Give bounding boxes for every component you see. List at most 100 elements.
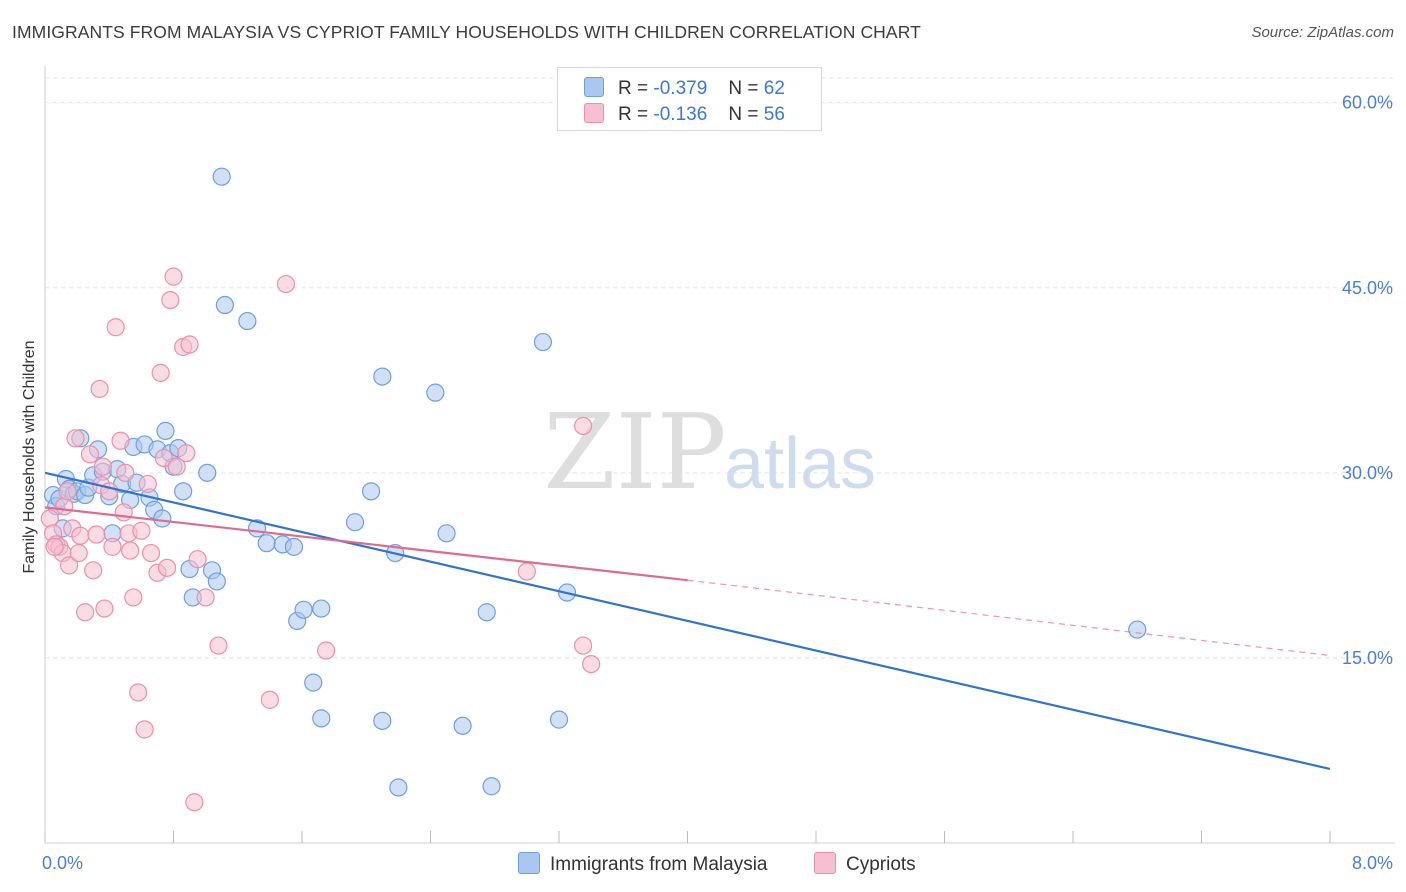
- legend-n-label: N =: [728, 78, 759, 99]
- data-point: [453, 716, 472, 735]
- data-point: [129, 683, 148, 702]
- legend-swatch-malaysia: [518, 852, 540, 874]
- data-point: [276, 274, 296, 294]
- data-point: [312, 599, 331, 618]
- data-point: [45, 537, 64, 556]
- legend-item-cypriots[interactable]: Cypriots: [814, 852, 916, 876]
- data-point: [174, 482, 193, 501]
- legend-swatch-malaysia: [584, 77, 604, 97]
- y-tick-label: 45.0%: [1342, 278, 1393, 298]
- data-point: [40, 509, 59, 528]
- data-point: [304, 673, 323, 692]
- y-tick-label: 15.0%: [1342, 648, 1393, 668]
- gridlines: [45, 77, 1395, 659]
- data-point: [238, 311, 257, 331]
- data-point: [90, 379, 109, 399]
- data-point: [198, 463, 217, 482]
- data-point: [207, 572, 226, 591]
- legend-r-label: R =: [618, 104, 649, 125]
- data-point: [80, 445, 100, 464]
- legend-row-malaysia: R = -0.379 N = 62: [584, 77, 785, 100]
- legend-label-malaysia: Immigrants from Malaysia: [550, 854, 768, 875]
- legend-r-value-malaysia: -0.379: [653, 78, 708, 99]
- tick-labels: 15.0% 30.0% 45.0% 60.0% 0.0% 8.0%: [42, 93, 1393, 873]
- trend-line-cypriots-extension: [687, 579, 1331, 657]
- data-point: [312, 709, 331, 728]
- data-point: [582, 654, 601, 674]
- legend-label-cypriots: Cypriots: [846, 854, 916, 875]
- watermark-atlas: atlas: [724, 424, 876, 504]
- data-point: [361, 482, 381, 501]
- data-point: [76, 603, 95, 622]
- data-point: [196, 588, 215, 607]
- legend-item-malaysia[interactable]: Immigrants from Malaysia: [518, 852, 768, 876]
- legend-n-label: N =: [728, 104, 759, 125]
- data-point: [426, 383, 445, 402]
- data-point: [111, 431, 130, 450]
- data-point: [1128, 620, 1147, 639]
- data-point: [209, 636, 228, 655]
- trend-line-malaysia: [44, 471, 1331, 771]
- data-points: [40, 167, 1147, 812]
- data-point: [157, 558, 177, 577]
- data-point: [284, 537, 304, 556]
- data-point: [69, 543, 88, 563]
- correlation-legend: R = -0.379 N = 62 R = -0.136 N = 56: [557, 67, 822, 131]
- legend-n-value-malaysia: 62: [763, 78, 785, 99]
- data-point: [437, 524, 456, 543]
- legend-swatch-cypriots: [814, 852, 836, 874]
- data-point: [517, 562, 536, 581]
- data-point: [71, 526, 90, 545]
- data-point: [103, 537, 122, 556]
- data-point: [257, 534, 276, 553]
- data-point: [294, 600, 313, 619]
- data-point: [58, 482, 77, 501]
- trend-line-cypriots: [44, 506, 688, 582]
- source-label: Source: ZipAtlas.com: [1251, 24, 1394, 41]
- legend-row-cypriots: R = -0.136 N = 56: [584, 103, 785, 126]
- data-point: [93, 457, 112, 476]
- data-point: [59, 556, 79, 575]
- data-point: [373, 711, 392, 730]
- data-point: [345, 513, 365, 532]
- data-point: [161, 290, 180, 310]
- data-point: [573, 636, 593, 655]
- legend-r-value-cypriots: -0.136: [653, 104, 708, 125]
- legend-n-value-cypriots: 56: [763, 104, 785, 125]
- data-point: [373, 367, 392, 386]
- data-point: [164, 267, 183, 286]
- data-point: [482, 777, 501, 796]
- data-point: [477, 603, 496, 622]
- legend-swatch-cypriots: [584, 103, 604, 123]
- data-point: [549, 710, 569, 729]
- data-point: [188, 550, 207, 569]
- data-point: [135, 720, 154, 739]
- data-point: [84, 561, 103, 580]
- data-point: [95, 599, 114, 618]
- data-point: [106, 318, 125, 337]
- data-point: [151, 363, 170, 382]
- data-point: [215, 295, 234, 315]
- data-point: [167, 457, 186, 476]
- y-tick-label: 30.0%: [1342, 463, 1393, 483]
- data-point: [132, 521, 151, 540]
- data-point: [55, 497, 74, 516]
- y-tick-label: 60.0%: [1342, 93, 1393, 113]
- x-tick-label: 0.0%: [42, 853, 83, 873]
- data-point: [66, 429, 85, 448]
- data-point: [212, 167, 231, 186]
- axes: [44, 66, 1395, 844]
- data-point: [116, 463, 135, 482]
- legend-r-label: R =: [618, 78, 649, 99]
- data-point: [87, 525, 106, 544]
- data-point: [124, 588, 143, 607]
- data-point: [185, 793, 204, 812]
- watermark-zip: ZIP: [543, 391, 726, 513]
- data-point: [573, 416, 593, 436]
- data-point: [177, 443, 196, 463]
- data-point: [180, 335, 199, 354]
- data-point: [114, 503, 133, 522]
- chart-title: IMMIGRANTS FROM MALAYSIA VS CYPRIOT FAMI…: [12, 22, 921, 42]
- data-point: [533, 332, 553, 352]
